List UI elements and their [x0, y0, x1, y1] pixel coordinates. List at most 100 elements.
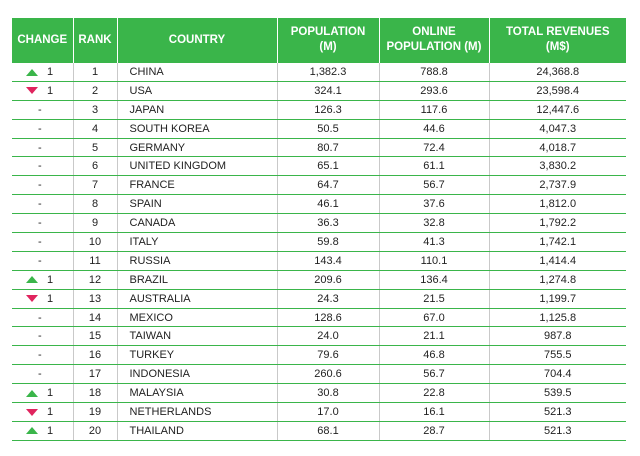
ranking-table-container: CHANGE RANK COUNTRY POPULATION (M) ONLIN… [12, 18, 626, 441]
change-cell: 1 [12, 383, 74, 404]
total-revenues-cell: 1,274.8 [489, 270, 626, 290]
rank-cell: 5 [73, 138, 118, 158]
rank-cell: 15 [73, 326, 118, 347]
table-row: 1 2 USA 324.1 293.6 23,598.4 [12, 81, 626, 101]
total-revenues-cell: 521.3 [489, 402, 626, 422]
population-cell: 24.0 [277, 326, 380, 347]
total-revenues-cell: 755.5 [489, 345, 626, 366]
table-header: CHANGE RANK COUNTRY POPULATION (M) ONLIN… [12, 18, 626, 63]
change-value: - [38, 141, 42, 154]
total-revenues-cell: 4,047.3 [489, 119, 626, 139]
total-revenues-cell: 1,414.4 [489, 251, 626, 271]
change-cell: - [12, 364, 74, 385]
change-cell: 1 [12, 421, 74, 441]
country-cell: AUSTRALIA [117, 289, 278, 309]
change-value: - [38, 217, 42, 230]
online-population-cell: 16.1 [379, 402, 490, 422]
change-value: - [38, 179, 42, 192]
table-row: 1 18 MALAYSIA 30.8 22.8 539.5 [12, 383, 626, 404]
rank-cell: 16 [73, 345, 118, 366]
online-population-cell: 46.8 [379, 345, 490, 366]
country-cell: FRANCE [117, 175, 278, 196]
triangle-up-icon [26, 276, 38, 284]
change-cell: - [12, 345, 74, 366]
total-revenues-cell: 4,018.7 [489, 138, 626, 158]
table-row: - 10 ITALY 59.8 41.3 1,742.1 [12, 232, 626, 252]
country-cell: ITALY [117, 232, 278, 252]
header-total-revenues: TOTAL REVENUES (M$) [489, 18, 626, 63]
change-value: 1 [47, 292, 54, 305]
total-revenues-cell: 3,830.2 [489, 156, 626, 177]
table-row: - 14 MEXICO 128.6 67.0 1,125.8 [12, 308, 626, 328]
table-row: - 3 JAPAN 126.3 117.6 12,447.6 [12, 100, 626, 120]
change-cell: 1 [12, 62, 74, 82]
table-row: - 16 TURKEY 79.6 46.8 755.5 [12, 345, 626, 366]
table-row: 1 20 THAILAND 68.1 28.7 521.3 [12, 421, 626, 441]
change-value: 1 [47, 273, 54, 286]
online-population-cell: 56.7 [379, 175, 490, 196]
country-cell: UNITED KINGDOM [117, 156, 278, 177]
change-cell: - [12, 251, 74, 271]
change-value: 1 [47, 424, 54, 437]
population-cell: 80.7 [277, 138, 380, 158]
population-cell: 65.1 [277, 156, 380, 177]
rank-cell: 2 [73, 81, 118, 101]
table-row: - 4 SOUTH KOREA 50.5 44.6 4,047.3 [12, 119, 626, 139]
population-cell: 209.6 [277, 270, 380, 290]
change-value: 1 [47, 65, 54, 78]
population-cell: 143.4 [277, 251, 380, 271]
total-revenues-cell: 704.4 [489, 364, 626, 385]
population-cell: 30.8 [277, 383, 380, 404]
population-cell: 324.1 [277, 81, 380, 101]
total-revenues-cell: 1,792.2 [489, 213, 626, 234]
table-row: - 11 RUSSIA 143.4 110.1 1,414.4 [12, 251, 626, 271]
change-cell: - [12, 119, 74, 139]
country-cell: MEXICO [117, 308, 278, 328]
total-revenues-cell: 1,125.8 [489, 308, 626, 328]
table-row: 1 13 AUSTRALIA 24.3 21.5 1,199.7 [12, 289, 626, 309]
country-cell: RUSSIA [117, 251, 278, 271]
population-cell: 79.6 [277, 345, 380, 366]
change-cell: 1 [12, 289, 74, 309]
online-population-cell: 136.4 [379, 270, 490, 290]
country-cell: CANADA [117, 213, 278, 234]
table-body: 1 1 CHINA 1,382.3 788.8 24,368.8 1 2 USA 324.1 293… [12, 62, 626, 441]
table-row: - 6 UNITED KINGDOM 65.1 61.1 3,830.2 [12, 156, 626, 177]
change-cell: - [12, 138, 74, 158]
change-cell: - [12, 213, 74, 234]
change-cell: - [12, 156, 74, 177]
total-revenues-cell: 1,742.1 [489, 232, 626, 252]
change-cell: - [12, 175, 74, 196]
online-population-cell: 110.1 [379, 251, 490, 271]
country-cell: THAILAND [117, 421, 278, 441]
header-rank: RANK [73, 18, 118, 63]
online-population-cell: 41.3 [379, 232, 490, 252]
online-population-cell: 22.8 [379, 383, 490, 404]
change-cell: - [12, 326, 74, 347]
online-population-cell: 32.8 [379, 213, 490, 234]
change-value: - [38, 103, 42, 116]
population-cell: 260.6 [277, 364, 380, 385]
table-row: - 8 SPAIN 46.1 37.6 1,812.0 [12, 194, 626, 215]
change-value: - [38, 254, 42, 267]
population-cell: 36.3 [277, 213, 380, 234]
rank-cell: 6 [73, 156, 118, 177]
rank-cell: 9 [73, 213, 118, 234]
table-row: 1 1 CHINA 1,382.3 788.8 24,368.8 [12, 62, 626, 82]
population-cell: 46.1 [277, 194, 380, 215]
country-cell: JAPAN [117, 100, 278, 120]
change-cell: 1 [12, 270, 74, 290]
triangle-down-icon [26, 87, 38, 95]
online-population-cell: 44.6 [379, 119, 490, 139]
rank-cell: 17 [73, 364, 118, 385]
triangle-up-icon [26, 427, 38, 435]
change-value: - [38, 330, 42, 343]
rank-cell: 10 [73, 232, 118, 252]
online-population-cell: 21.1 [379, 326, 490, 347]
total-revenues-cell: 539.5 [489, 383, 626, 404]
total-revenues-cell: 521.3 [489, 421, 626, 441]
rank-cell: 7 [73, 175, 118, 196]
header-online-population: ONLINE POPULATION (M) [379, 18, 490, 63]
rank-cell: 11 [73, 251, 118, 271]
change-value: - [38, 160, 42, 173]
